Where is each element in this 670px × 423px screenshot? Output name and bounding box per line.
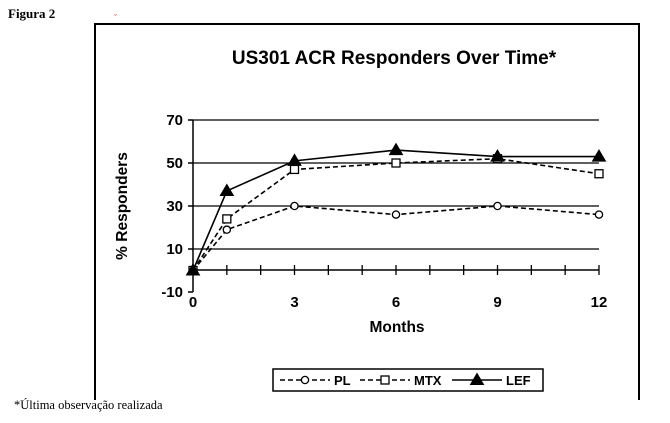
data-point-lef bbox=[490, 149, 505, 162]
data-point-lef bbox=[388, 142, 404, 156]
series-group bbox=[185, 142, 607, 276]
legend-marker-lef bbox=[469, 372, 485, 386]
data-point-lef bbox=[219, 183, 235, 196]
legend-label-mtx: MTX bbox=[414, 373, 442, 388]
data-point-mtx bbox=[594, 169, 604, 179]
y-tick-label: 30 bbox=[166, 198, 183, 215]
data-point-mtx bbox=[391, 158, 401, 168]
data-point-pl bbox=[222, 225, 232, 234]
legend-marker-mtx bbox=[380, 375, 390, 385]
footnote: *Última observação realizada bbox=[14, 398, 163, 412]
x-tick-label: 6 bbox=[392, 294, 400, 311]
x-tick-label: 12 bbox=[591, 294, 608, 311]
data-point-pl bbox=[391, 210, 401, 219]
legend-marker-pl bbox=[300, 375, 310, 385]
data-point-lef bbox=[185, 263, 201, 276]
x-tick-label: 0 bbox=[189, 294, 197, 311]
stray-mark: ˇ bbox=[114, 13, 117, 23]
y-tick-label: 10 bbox=[166, 241, 183, 258]
legend-label-pl: PL bbox=[334, 373, 351, 388]
figure-label: Figura 2 bbox=[8, 6, 56, 21]
data-point-mtx bbox=[222, 214, 232, 224]
grid bbox=[193, 119, 599, 250]
x-tick-label: 9 bbox=[493, 294, 501, 311]
y-axis-label: % Responders bbox=[114, 152, 131, 260]
y-tick-label: -10 bbox=[161, 284, 183, 301]
series-line-lef bbox=[192, 149, 599, 271]
data-point-pl bbox=[493, 201, 502, 211]
y-tick-label: 50 bbox=[166, 155, 183, 172]
legend: PL MTX LEF bbox=[272, 368, 544, 392]
data-point-mtx bbox=[289, 164, 300, 175]
x-tick-label: 3 bbox=[290, 294, 298, 311]
y-tick-label: 70 bbox=[166, 112, 183, 129]
data-point-pl bbox=[290, 201, 299, 211]
data-point-lef bbox=[591, 149, 607, 162]
data-point-lef bbox=[287, 153, 302, 166]
tick-labels: -10 10 30 50 70 0 3 6 9 12 bbox=[161, 112, 607, 311]
chart-title: US301 ACR Responders Over Time* bbox=[232, 48, 557, 69]
x-axis-label: Months bbox=[369, 319, 424, 336]
data-point-pl bbox=[594, 210, 604, 219]
legend-label-lef: LEF bbox=[506, 373, 531, 388]
series-line-pl bbox=[192, 205, 600, 272]
chart-frame bbox=[94, 23, 640, 400]
series-line-mtx bbox=[192, 157, 600, 271]
